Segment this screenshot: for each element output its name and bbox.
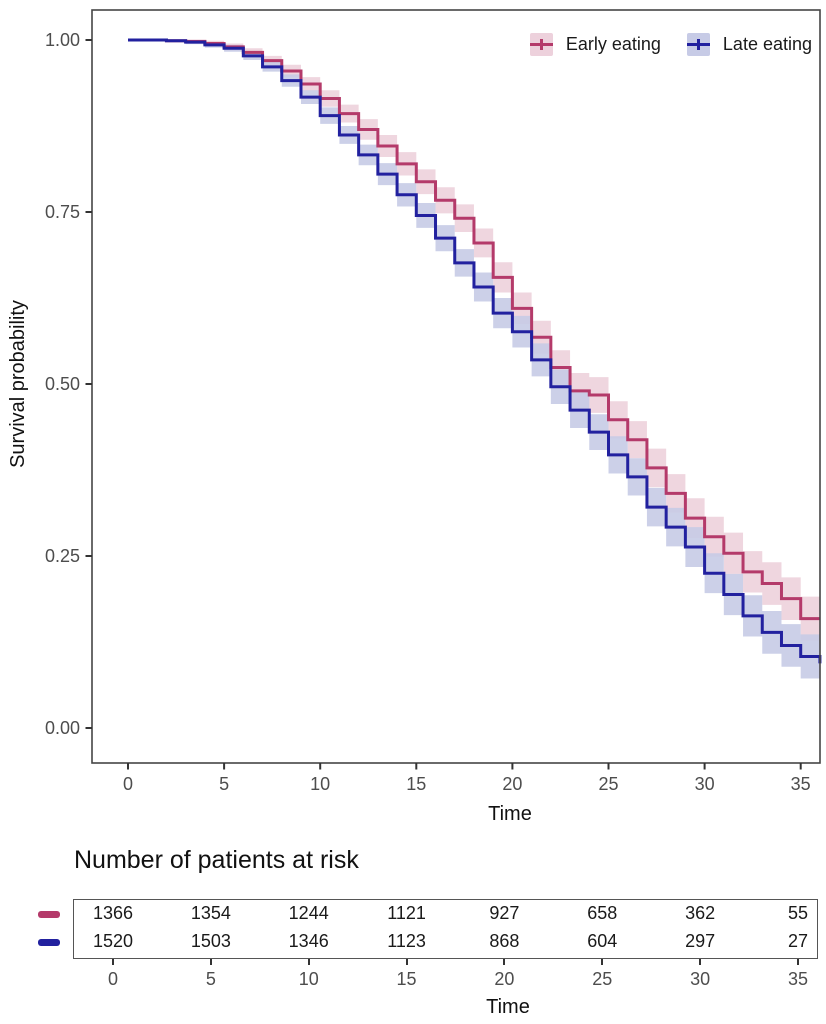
risk-x-tick-mark bbox=[112, 959, 114, 965]
early-censor-tick-glyph bbox=[539, 39, 543, 50]
risk-x-tick-label: 30 bbox=[690, 969, 711, 989]
x-tick-label: 10 bbox=[310, 774, 330, 794]
risk-x-tick-mark bbox=[209, 959, 212, 965]
y-axis-ticks: 1.00 0.75 0.50 0.25 0.00 bbox=[45, 30, 92, 738]
y-tick-label: 0.00 bbox=[45, 718, 80, 738]
risk-count-cell: 1520 bbox=[92, 931, 134, 951]
late-ci-band bbox=[128, 40, 820, 686]
risk-count-cell: 55 bbox=[787, 903, 808, 923]
legend-label-late: Late eating bbox=[722, 34, 812, 54]
confidence-bands bbox=[128, 40, 820, 686]
x-axis-ticks: 0 5 10 15 20 25 30 35 bbox=[123, 763, 811, 794]
risk-count-cell: 1346 bbox=[288, 931, 329, 951]
risk-count-cell: 868 bbox=[489, 931, 520, 951]
risk-count-cell: 1121 bbox=[387, 903, 426, 923]
risk-x-tick-label: 20 bbox=[494, 969, 515, 989]
x-tick-label: 5 bbox=[219, 774, 229, 794]
x-tick-label: 35 bbox=[791, 774, 811, 794]
legend: Early eating Late eating bbox=[529, 33, 812, 56]
y-tick-label: 0.25 bbox=[45, 546, 80, 566]
risk-x-tick-mark bbox=[503, 959, 506, 965]
risk-count-cell: 927 bbox=[489, 903, 520, 923]
early-eating-legend-key-icon bbox=[529, 33, 553, 56]
risk-x-tick-mark bbox=[796, 959, 799, 965]
late-eating-legend-key-icon bbox=[686, 33, 710, 56]
x-tick-label: 20 bbox=[502, 774, 522, 794]
late-survival-curve bbox=[128, 38, 822, 664]
y-tick-label: 0.50 bbox=[45, 374, 80, 394]
survival-plot: 0 5 10 15 20 25 30 35 1.00 0.75 0.50 0.25 0.00 Time… bbox=[7, 9, 822, 825]
late-censor-tick-glyph bbox=[696, 39, 700, 50]
risk-count-cell: 604 bbox=[587, 931, 618, 951]
early-row-marker-icon bbox=[38, 911, 60, 918]
early-survival-curve bbox=[128, 38, 820, 621]
risk-count-cell: 1244 bbox=[288, 903, 329, 923]
x-tick-label: 0 bbox=[123, 774, 133, 794]
risk-x-tick-label: 10 bbox=[298, 969, 319, 989]
legend-item-early: Early eating bbox=[529, 33, 661, 56]
risk-x-axis-title: Time bbox=[486, 996, 530, 1018]
x-tick-label: 25 bbox=[598, 774, 618, 794]
legend-item-late: Late eating bbox=[686, 33, 812, 56]
risk-x-tick-mark bbox=[699, 959, 702, 965]
risk-x-tick-label: 15 bbox=[396, 969, 417, 989]
risk-x-tick-label: 25 bbox=[592, 969, 613, 989]
risk-count-cell: 362 bbox=[685, 903, 716, 923]
y-tick-label: 0.75 bbox=[45, 202, 80, 222]
x-axis-title: Time bbox=[488, 803, 532, 825]
risk-x-tick-label: 0 bbox=[107, 969, 118, 989]
risk-count-cell: 1354 bbox=[190, 903, 231, 923]
x-tick-label: 30 bbox=[695, 774, 715, 794]
risk-x-tick-mark bbox=[307, 959, 310, 965]
risk-count-cell: 658 bbox=[587, 903, 618, 923]
risk-x-tick-mark bbox=[601, 959, 604, 965]
risk-table-title: Number of patients at risk bbox=[74, 846, 359, 874]
early-ci-band bbox=[128, 40, 820, 641]
risk-x-tick-label: 5 bbox=[205, 969, 216, 989]
risk-count-cell: 1123 bbox=[387, 931, 426, 951]
risk-x-tick-mark bbox=[405, 959, 408, 965]
plot-panel-border bbox=[91, 9, 821, 764]
legend-label-early: Early eating bbox=[565, 34, 661, 54]
y-axis-title: Survival probability bbox=[7, 300, 29, 468]
risk-count-cell: 1503 bbox=[190, 931, 231, 951]
risk-count-cell: 297 bbox=[685, 931, 716, 951]
risk-x-tick-label: 35 bbox=[787, 969, 808, 989]
risk-count-cell: 27 bbox=[787, 931, 808, 951]
y-tick-label: 1.00 bbox=[45, 30, 80, 50]
late-row-marker-icon bbox=[38, 939, 60, 946]
risk-table-box bbox=[73, 899, 818, 959]
x-tick-label: 15 bbox=[406, 774, 426, 794]
risk-count-cell: 1366 bbox=[92, 903, 134, 923]
survival-curves bbox=[128, 38, 822, 664]
